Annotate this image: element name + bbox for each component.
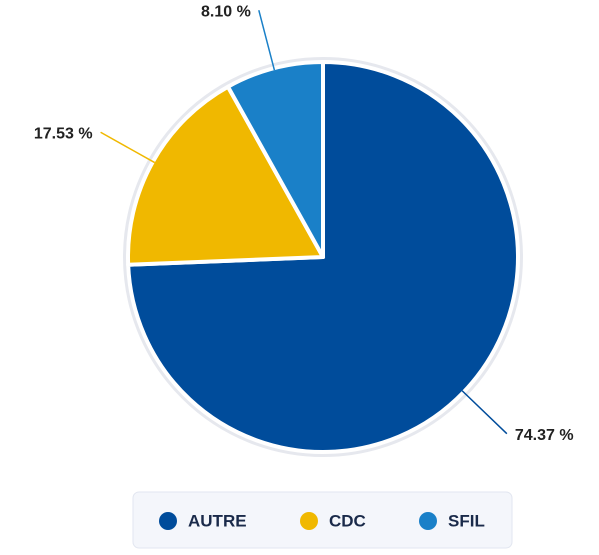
data-label: 8.10 % <box>201 3 251 20</box>
legend-swatch <box>419 512 437 530</box>
leader-line <box>461 390 508 435</box>
legend-swatch <box>159 512 177 530</box>
leader-line <box>258 10 276 71</box>
legend-label: AUTRE <box>188 511 247 530</box>
legend <box>132 491 513 549</box>
leader-line <box>100 131 156 164</box>
legend-label: CDC <box>329 511 366 530</box>
data-label: 17.53 % <box>34 125 93 142</box>
slices <box>126 60 520 454</box>
legend-label: SFIL <box>448 511 485 530</box>
legend-swatch <box>300 512 318 530</box>
data-label: 74.37 % <box>515 427 574 444</box>
pie-outline <box>123 57 523 457</box>
